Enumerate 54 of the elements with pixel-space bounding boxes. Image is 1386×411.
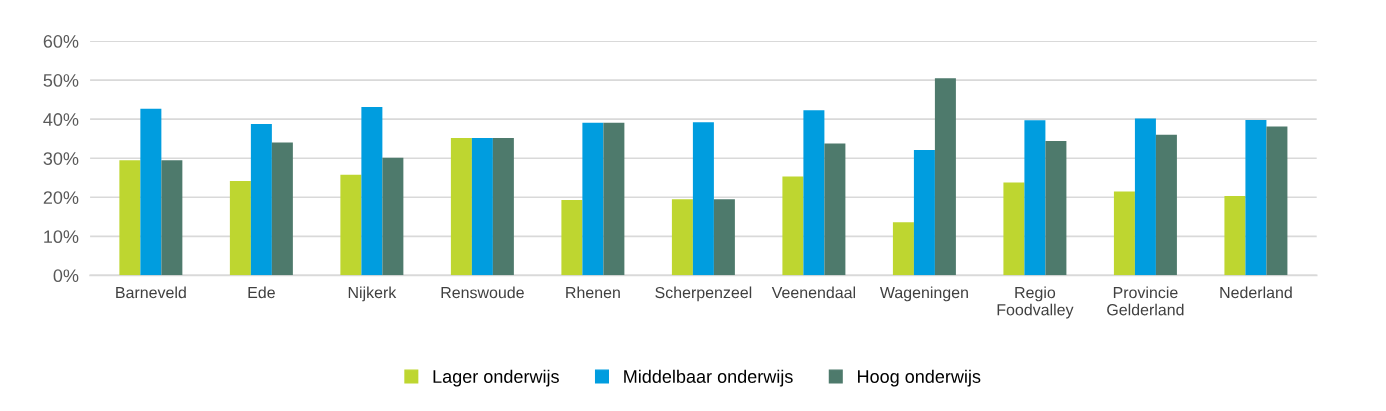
legend-label: Lager onderwijs: [433, 369, 559, 387]
bar: [713, 199, 735, 276]
bar: [382, 157, 404, 276]
bar: [250, 123, 272, 276]
x-tick-label: Rhenen: [566, 286, 620, 299]
x-tick-label: Nijkerk: [348, 286, 397, 302]
y-tick-label: 60%: [43, 35, 79, 48]
bar: [1113, 191, 1135, 276]
bar: [340, 174, 362, 276]
bar: [582, 122, 604, 276]
x-tick-label: Ede: [248, 286, 275, 299]
bar: [492, 137, 514, 276]
y-tick-label: 40%: [43, 113, 79, 126]
y-tick-label: 30%: [43, 152, 79, 165]
y-tick-label: 0%: [53, 269, 79, 283]
bar: [892, 222, 914, 276]
x-tick-label: Regio Foodvalley: [997, 286, 1074, 319]
bar: [1134, 118, 1156, 276]
bar: [913, 150, 935, 276]
bar: [1266, 126, 1288, 276]
x-tick-label: Renswoude: [441, 286, 524, 299]
bar: [561, 200, 583, 276]
x-tick-label: Barneveld: [116, 286, 186, 299]
bar: [119, 160, 141, 276]
bar: [361, 107, 383, 276]
bar: [603, 122, 625, 276]
x-tick-label: Veenendaal: [771, 286, 856, 299]
bar: [692, 122, 714, 276]
bar: [1003, 182, 1025, 276]
x-tick-label: Scherpenzeel: [655, 286, 752, 302]
legend-label: Hoog onderwijs: [858, 369, 981, 387]
bar: [161, 160, 183, 276]
y-tick-label: 50%: [43, 74, 79, 87]
bar: [1155, 134, 1177, 276]
bar: [450, 137, 472, 276]
bar: [471, 137, 493, 276]
bar: [803, 110, 825, 276]
x-tick-label: Nederland: [1220, 286, 1292, 299]
x-tick-label: Provincie Gelderland: [1107, 286, 1184, 316]
legend-label: Middelbaar onderwijs: [624, 369, 793, 387]
x-tick-label: Wageningen: [879, 286, 968, 302]
y-tick-label: 10%: [44, 230, 79, 244]
bar: [1224, 196, 1246, 276]
bar: [229, 180, 251, 276]
bar: [140, 108, 162, 276]
bar: [934, 78, 956, 276]
y-tick-label: 20%: [43, 191, 79, 204]
bar: [671, 199, 693, 276]
bar: [824, 143, 846, 276]
bar: [782, 176, 804, 276]
bar: [1024, 120, 1046, 276]
bar: [271, 142, 293, 276]
bar: [1245, 119, 1267, 276]
bar: [1045, 141, 1067, 276]
